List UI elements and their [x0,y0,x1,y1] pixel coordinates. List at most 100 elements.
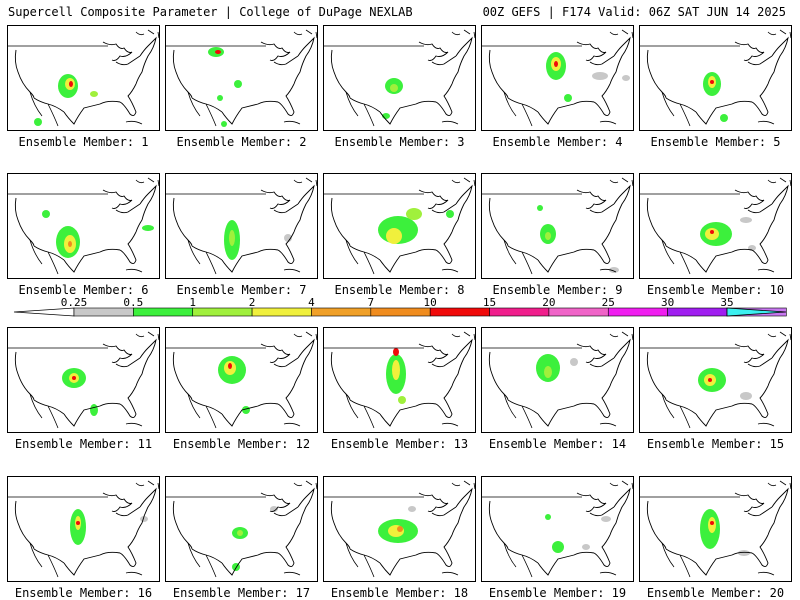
ensemble-member-map [323,173,476,279]
colorbar-tick-label: 2 [249,296,256,309]
coastline [537,100,595,125]
coastline [221,100,279,125]
coastline [747,203,773,214]
map-canvas [8,177,159,275]
colorbar-tick-label: 35 [720,296,733,309]
coastline [747,506,773,517]
ensemble-member-map [639,25,792,131]
coastline [119,83,137,117]
coastline [260,492,291,512]
map-canvas [482,480,633,578]
scp-contour [738,550,750,556]
scp-contour [545,514,551,520]
scp-contour [228,363,232,369]
member-caption: Ensemble Member: 6 [18,283,149,297]
coastline [345,542,375,578]
coastline [503,393,533,429]
coastline [599,120,617,125]
ensemble-member-map [639,476,792,582]
scp-contour [90,91,98,97]
coastline [646,351,667,401]
colorbar-max-arrow [726,307,787,317]
ensemble-member-map [481,476,634,582]
scp-contour [72,376,76,380]
coastline [451,338,473,387]
coastline [589,357,615,368]
coastline [537,248,595,273]
colorbar-swatch [192,307,253,317]
coastline [576,189,607,209]
map-canvas [640,480,791,578]
member-caption: Ensemble Member: 19 [488,586,627,600]
scp-contour [68,241,72,247]
ensemble-member-map [7,173,160,279]
colorbar-tick-label: 15 [483,296,496,309]
member-caption: Ensemble Member: 11 [14,437,153,451]
coastline [646,197,667,247]
coastline [191,97,223,113]
coastline [135,177,159,187]
coastline [260,41,291,61]
coastline [418,189,449,209]
coastline [345,91,375,127]
member-caption: Ensemble Member: 5 [650,135,781,149]
member-caption: Ensemble Member: 1 [18,135,149,149]
coastline [431,506,457,517]
coastline [221,402,279,427]
coastline [273,203,299,214]
coastline [277,231,295,265]
scp-contour [710,80,714,84]
scp-contour [564,94,572,102]
coastline [589,55,615,66]
coastline [537,551,595,576]
coastline [349,548,381,564]
scp-contour [390,84,398,92]
coastline [172,351,193,401]
coastline [172,49,193,99]
coastline [757,422,775,427]
colorbar-tick-label: 0.5 [123,296,143,309]
coastline [609,184,631,233]
coastline [283,571,301,576]
coastline [441,268,459,273]
member-caption: Ensemble Member: 9 [492,283,623,297]
scp-contour [398,396,406,404]
coastline [125,422,143,427]
coastline [734,343,765,363]
coastline [349,399,381,415]
coastline [589,203,615,214]
coastline [576,492,607,512]
coastline [593,83,611,117]
coastline [135,338,157,387]
member-caption: Ensemble Member: 4 [492,135,623,149]
coastline [435,83,453,117]
map-canvas [324,331,475,429]
member-caption: Ensemble Member: 18 [330,586,469,600]
coastline [418,343,449,363]
coastline [767,338,789,387]
coastline [221,248,279,273]
coastline [349,245,381,261]
scp-contour [229,230,235,246]
scp-contour [397,526,403,532]
coastline [283,422,301,427]
coastline [593,385,611,419]
colorbar-swatch [607,307,668,317]
scp-contour [215,50,221,54]
scp-contour [76,521,80,525]
coastline [661,542,691,578]
coastline [221,551,279,576]
coastline [191,245,223,261]
coastline [191,548,223,564]
coastline [609,480,633,490]
coastline [277,534,295,568]
scp-contour [34,118,42,126]
coastline [431,55,457,66]
coastline [431,203,457,214]
coastline [451,177,475,187]
coastline [734,41,765,61]
coastline [507,245,539,261]
colorbar-swatch [429,307,490,317]
coastline [273,506,299,517]
coastline [767,177,791,187]
